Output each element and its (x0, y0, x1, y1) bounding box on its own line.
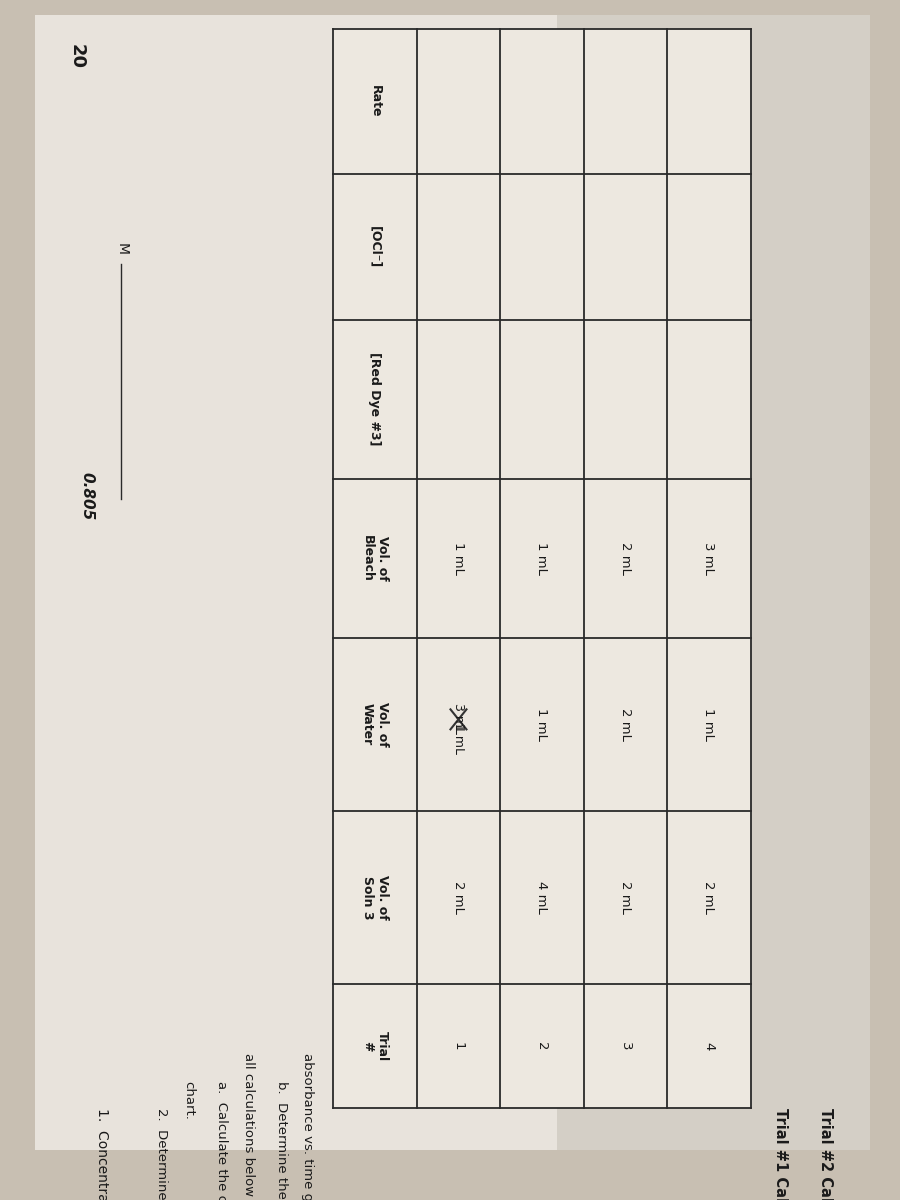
Text: 3 mL: 3 mL (452, 703, 465, 734)
Text: all calculations below the chart.: all calculations below the chart. (242, 1054, 255, 1200)
Text: Trial #2 Calculations:: Trial #2 Calculations: (818, 1109, 832, 1200)
Text: chart.: chart. (182, 1081, 195, 1120)
Polygon shape (557, 14, 870, 1150)
Text: 0.805: 0.805 (80, 472, 94, 520)
Text: Vol. of
Bleach: Vol. of Bleach (361, 535, 389, 582)
Text: 1: 1 (452, 1042, 465, 1050)
Text: 1 mL: 1 mL (703, 708, 716, 740)
Text: 1 mL: 1 mL (536, 542, 548, 575)
Text: b.  Determine the rate of the reaction from the slope of the straight portion of: b. Determine the rate of the reaction fr… (274, 1081, 287, 1200)
Polygon shape (333, 29, 751, 1109)
Polygon shape (35, 14, 870, 1150)
Text: Trial #1 Calculations:: Trial #1 Calculations: (773, 1109, 788, 1200)
Text: 4: 4 (703, 1042, 716, 1050)
Text: 2.  Determine the concentration of each substance and the rate of the reaction a: 2. Determine the concentration of each s… (155, 1109, 168, 1200)
Text: 2 mL: 2 mL (619, 542, 632, 575)
Text: 20: 20 (68, 44, 86, 70)
Text: [Red Dye #3]: [Red Dye #3] (368, 353, 382, 446)
Text: 4 mL: 4 mL (536, 881, 548, 913)
Text: 3 mL: 3 mL (703, 542, 716, 575)
Text: a.  Calculate the concentration of Red Dye #3 and hypochlorite (OCl⁻) in each tr: a. Calculate the concentration of Red Dy… (215, 1081, 228, 1200)
Text: 1.  Concentration of hypochlorite [OCl⁻] in bleach from bottle: 1. Concentration of hypochlorite [OCl⁻] … (95, 1109, 109, 1200)
Text: Vol. of
Water: Vol. of Water (361, 702, 389, 746)
Text: 2 mL: 2 mL (619, 881, 632, 914)
Text: 2 mL: 2 mL (703, 881, 716, 914)
Text: 3: 3 (619, 1042, 632, 1050)
Text: 2: 2 (536, 1042, 548, 1050)
Text: 2 mL: 2 mL (619, 708, 632, 740)
Text: Trial
#: Trial # (361, 1031, 389, 1061)
Text: 1 mL: 1 mL (452, 722, 465, 754)
Text: 1 mL: 1 mL (452, 542, 465, 575)
Text: 2 mL: 2 mL (452, 881, 465, 914)
Text: 1 mL: 1 mL (536, 708, 548, 740)
Text: M: M (114, 244, 129, 256)
Text: Rate: Rate (368, 85, 382, 118)
Text: [OCl⁻]: [OCl⁻] (368, 226, 382, 268)
Text: Vol. of
Soln 3: Vol. of Soln 3 (361, 875, 389, 919)
Text: absorbance vs. time graph for each trial.: absorbance vs. time graph for each trial… (302, 1054, 314, 1200)
